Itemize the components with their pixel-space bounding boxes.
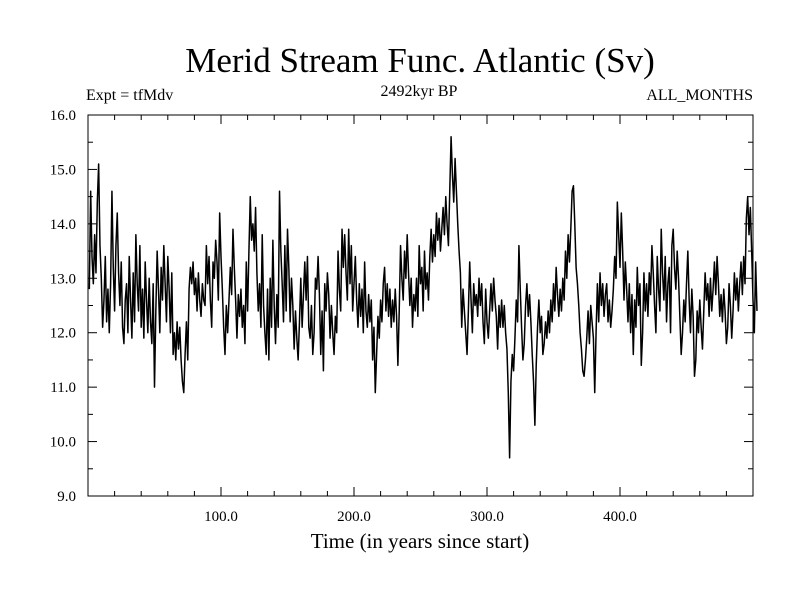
x-tick-label: 200.0 [337,509,371,525]
chart-subtitle: 2492kyr BP [381,83,458,100]
series-line [88,136,758,459]
x-tick-label: 400.0 [603,509,637,525]
chart-title: Merid Stream Func. Atlantic (Sv) [185,41,655,80]
x-tick-label: 100.0 [204,509,238,525]
y-tick-label: 16.0 [50,108,76,124]
months-label: ALL_MONTHS [646,87,753,104]
x-tick-label: 300.0 [470,509,504,525]
y-tick-label: 13.0 [50,271,76,287]
experiment-label: Expt = tfMdv [86,87,173,104]
y-axis: 9.0 10.0 11.0 12.0 13.0 14.0 15.0 16.0 [50,108,753,505]
plot-frame [87,114,754,497]
x-axis: 100.0 200.0 300.0 400.0 [114,115,727,525]
y-tick-label: 11.0 [50,380,76,396]
y-tick-label: 12.0 [50,326,76,342]
y-tick-label: 15.0 [50,162,76,178]
y-tick-label: 9.0 [57,489,76,505]
y-tick-label: 10.0 [50,435,76,451]
x-axis-label: Time (in years since start) [311,529,530,553]
y-tick-label: 14.0 [50,217,76,233]
